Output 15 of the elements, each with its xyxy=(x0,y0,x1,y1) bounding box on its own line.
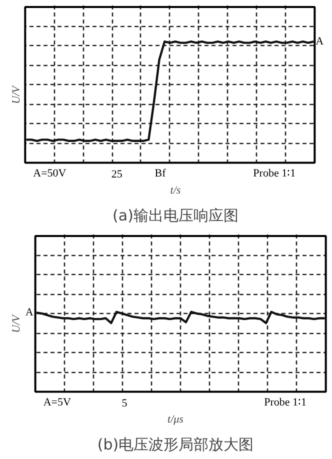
text: 5 xyxy=(122,398,128,410)
y-axis-title: U/V xyxy=(10,314,22,333)
annotation: A xyxy=(316,36,324,48)
text: (a)输出电压响应图 xyxy=(112,206,238,224)
text: Probe 1∶1 xyxy=(264,396,307,409)
text: Probe 1∶1 xyxy=(253,168,296,180)
text: 25 xyxy=(111,168,123,181)
annotation: A xyxy=(25,306,34,319)
text: (b)电压波形局部放大图 xyxy=(97,436,254,454)
x-axis-title: t/μs xyxy=(168,414,184,426)
x-axis-title: t/s xyxy=(170,184,181,196)
text: A=50V xyxy=(33,168,66,180)
text: Bf xyxy=(154,168,166,180)
y-axis-title: U/V xyxy=(10,84,22,104)
text: A=5V xyxy=(43,396,71,409)
